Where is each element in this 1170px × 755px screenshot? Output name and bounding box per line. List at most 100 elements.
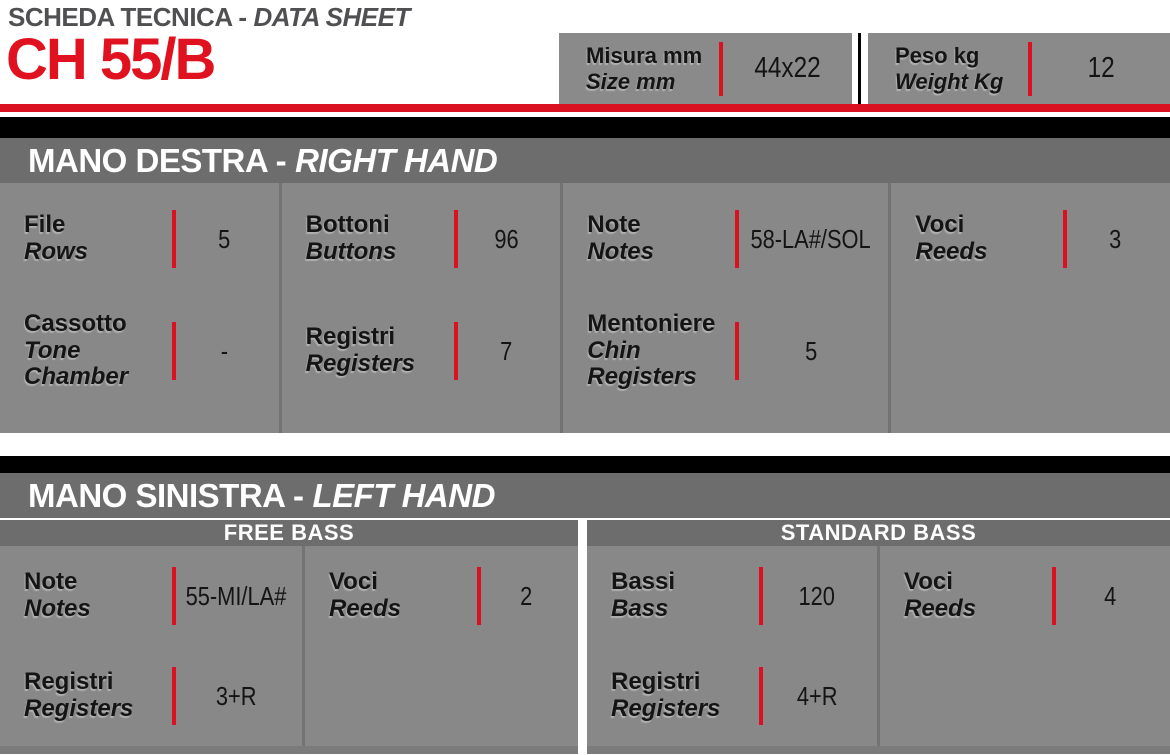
spec-value-text: 12 — [1087, 52, 1115, 84]
section-right-hand: MANO DESTRA - RIGHT HAND File Rows 5 Cass… — [0, 117, 1170, 433]
spec-cell-bottoni: Bottoni Buttons 96 — [282, 183, 561, 295]
cell-value-text: 5 — [804, 335, 817, 366]
spec-box-size-label: Misura mm Size mm — [559, 43, 719, 94]
bass-subheaders: FREE BASS STANDARD BASS — [0, 520, 1170, 546]
cell-label-en: Notes — [587, 238, 654, 265]
table-column: File Rows 5 Cassotto Tone Chamber - — [0, 183, 279, 433]
cell-label: Registri Registers — [305, 323, 454, 378]
top-spec-boxes: Misura mm Size mm 44x22 Peso kg Weight K… — [559, 33, 1170, 104]
subheader-standard-bass: STANDARD BASS — [587, 520, 1170, 546]
cell-label-it: Registri — [305, 323, 395, 351]
cell-value: 4 — [1056, 581, 1164, 612]
spec-box-weight-label: Peso kg Weight Kg — [868, 43, 1028, 94]
cell-label-en: Notes — [24, 595, 91, 622]
cell-value: 5 — [176, 224, 273, 255]
cell-label: Mentoniere Chin Registers — [587, 309, 735, 392]
cell-label-it: Voci — [328, 568, 378, 596]
red-divider — [759, 667, 763, 725]
cell-label-it: Bottoni — [305, 211, 390, 239]
section-header-left-hand: MANO SINISTRA - LEFT HAND — [0, 473, 1170, 518]
cell-label: Registri Registers — [611, 668, 759, 723]
cell-value: 55-MI/LA# — [176, 581, 296, 612]
red-divider — [172, 667, 176, 725]
cell-value-text: 5 — [218, 223, 231, 254]
cell-label-it: File — [24, 211, 66, 239]
spec-box-weight: Peso kg Weight Kg 12 — [868, 33, 1170, 104]
free-bass-table: Note Notes 55-MI/LA# Registri Registers … — [0, 546, 578, 754]
cell-label: Voci Reeds — [915, 211, 1063, 266]
spec-cell-note-right: Note Notes 58-LA#/SOL — [563, 183, 888, 295]
subheader-free-bass: FREE BASS — [0, 520, 578, 546]
red-divider — [735, 322, 740, 380]
spec-cell-mentoniere: Mentoniere Chin Registers 5 — [563, 295, 888, 433]
table-column: Note Notes 55-MI/LA# Registri Registers … — [0, 546, 302, 746]
cell-label-en: Reeds — [915, 238, 988, 265]
red-divider — [453, 210, 458, 268]
table-column: Voci Reeds 4 — [877, 546, 1170, 746]
red-divider — [172, 210, 176, 268]
cell-label-it: Cassotto — [24, 309, 127, 337]
spec-value: 44x22 — [723, 52, 852, 85]
spec-cell-registri-freebass: Registri Registers 3+R — [0, 646, 302, 746]
sheet-title: SCHEDA TECNICA - DATA SHEET — [8, 2, 410, 33]
spec-value-text: 44x22 — [754, 52, 821, 84]
red-divider — [759, 567, 763, 625]
red-divider — [476, 567, 481, 625]
section-header-right-hand: MANO DESTRA - RIGHT HAND — [0, 138, 1170, 183]
section-title-it: MANO DESTRA - — [28, 141, 287, 179]
cell-label-en: Reeds — [328, 595, 401, 622]
cell-label: Cassotto Tone Chamber — [24, 309, 172, 392]
table-column: Voci Reeds 2 — [301, 546, 578, 746]
page-header: SCHEDA TECNICA - DATA SHEET CH 55/B Misur… — [0, 0, 1170, 104]
spec-label-en: Size mm — [586, 68, 676, 94]
cell-value-text: 55-MI/LA# — [185, 580, 287, 611]
spec-cell-voci-standardbass: Voci Reeds 4 — [880, 546, 1170, 646]
cell-label: Note Notes — [587, 211, 735, 266]
spec-cell-voci-freebass: Voci Reeds 2 — [305, 546, 578, 646]
cell-value: 2 — [481, 581, 572, 612]
cell-value: 4+R — [763, 681, 871, 712]
box-separator-line — [858, 33, 861, 104]
right-hand-table: File Rows 5 Cassotto Tone Chamber - Bott… — [0, 183, 1170, 433]
spec-box-size: Misura mm Size mm 44x22 — [559, 33, 852, 104]
spec-label-it: Peso kg — [895, 43, 980, 69]
cell-label-it: Voci — [904, 568, 953, 596]
cell-label-it: Note — [24, 568, 78, 596]
cell-value: 3 — [1067, 224, 1164, 255]
cell-value-text: 4 — [1103, 580, 1117, 611]
cell-value-text: 3 — [1109, 223, 1122, 254]
red-divider — [1052, 567, 1056, 625]
cell-label: Bottoni Buttons — [305, 211, 454, 266]
cell-value: 120 — [763, 581, 871, 612]
table-column: Bottoni Buttons 96 Registri Registers 7 — [278, 183, 561, 433]
cell-label: Registri Registers — [24, 668, 172, 723]
model-number: CH 55/B — [6, 27, 216, 92]
cell-value: 7 — [458, 336, 555, 367]
red-divider — [1028, 41, 1032, 96]
red-divider — [719, 41, 723, 96]
section-title-en: LEFT HAND — [312, 476, 495, 514]
sheet-title-en: DATA SHEET — [253, 2, 411, 32]
spec-cell-cassotto: Cassotto Tone Chamber - — [0, 295, 279, 433]
cell-label-en: Registers — [305, 350, 416, 377]
standard-bass-table: Bassi Bass 120 Registri Registers 4+R — [587, 546, 1170, 754]
cell-label-it: Mentoniere — [587, 309, 716, 337]
spec-cell-file: File Rows 5 — [0, 183, 279, 295]
cell-label: File Rows — [24, 211, 172, 266]
spacer — [0, 112, 1170, 117]
cell-label-en: Tone Chamber — [24, 336, 129, 391]
spec-value: 12 — [1032, 52, 1170, 85]
red-divider — [453, 322, 458, 380]
table-column: Note Notes 58-LA#/SOL Mentoniere Chin Re… — [560, 183, 888, 433]
section-left-hand: MANO SINISTRA - LEFT HAND FREE BASS STAND… — [0, 456, 1170, 754]
cell-value-text: 120 — [798, 580, 836, 611]
cell-value: 3+R — [176, 681, 296, 712]
cell-label-it: Bassi — [611, 568, 676, 596]
black-bar — [0, 117, 1170, 138]
cell-label-it: Registri — [611, 668, 701, 696]
red-divider — [735, 210, 740, 268]
cell-label: Voci Reeds — [904, 568, 1052, 623]
cell-value: 5 — [739, 336, 882, 367]
left-hand-tables: Note Notes 55-MI/LA# Registri Registers … — [0, 546, 1170, 754]
cell-label: Note Notes — [24, 568, 172, 623]
